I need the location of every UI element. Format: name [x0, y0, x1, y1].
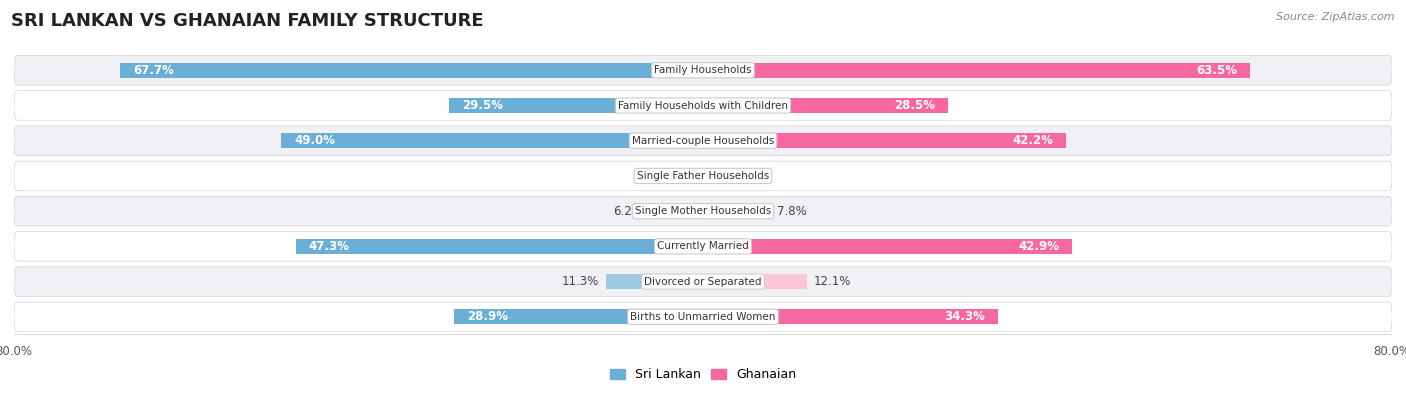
Text: Divorced or Separated: Divorced or Separated	[644, 276, 762, 287]
Text: Source: ZipAtlas.com: Source: ZipAtlas.com	[1277, 12, 1395, 22]
FancyBboxPatch shape	[14, 91, 1392, 120]
Text: 11.3%: 11.3%	[561, 275, 599, 288]
Text: 47.3%: 47.3%	[308, 240, 350, 253]
Text: 63.5%: 63.5%	[1197, 64, 1237, 77]
Bar	[703, 169, 724, 183]
Bar	[703, 309, 998, 324]
Text: 7.8%: 7.8%	[778, 205, 807, 218]
FancyBboxPatch shape	[14, 231, 1392, 261]
Text: 34.3%: 34.3%	[945, 310, 986, 324]
Text: 67.7%: 67.7%	[134, 64, 174, 77]
FancyBboxPatch shape	[14, 302, 1392, 331]
Text: Currently Married: Currently Married	[657, 241, 749, 251]
Bar	[449, 98, 703, 113]
Bar	[703, 239, 1073, 254]
FancyBboxPatch shape	[14, 126, 1392, 156]
Text: Family Households: Family Households	[654, 65, 752, 75]
Bar	[703, 98, 949, 113]
Bar	[650, 204, 703, 218]
Text: Single Mother Households: Single Mother Households	[636, 206, 770, 216]
Bar	[454, 309, 703, 324]
Bar	[703, 134, 1066, 148]
Bar	[295, 239, 703, 254]
Text: 2.4%: 2.4%	[645, 169, 675, 182]
Text: Family Households with Children: Family Households with Children	[619, 100, 787, 111]
Text: 28.9%: 28.9%	[467, 310, 508, 324]
FancyBboxPatch shape	[14, 56, 1392, 85]
Text: 42.2%: 42.2%	[1012, 134, 1053, 147]
Text: Married-couple Households: Married-couple Households	[631, 136, 775, 146]
Text: 12.1%: 12.1%	[814, 275, 852, 288]
FancyBboxPatch shape	[14, 161, 1392, 191]
FancyBboxPatch shape	[14, 267, 1392, 296]
Text: 42.9%: 42.9%	[1018, 240, 1060, 253]
Text: SRI LANKAN VS GHANAIAN FAMILY STRUCTURE: SRI LANKAN VS GHANAIAN FAMILY STRUCTURE	[11, 12, 484, 30]
Bar	[703, 63, 1250, 78]
Bar	[682, 169, 703, 183]
Bar	[606, 274, 703, 289]
Text: 6.2%: 6.2%	[613, 205, 643, 218]
Legend: Sri Lankan, Ghanaian: Sri Lankan, Ghanaian	[605, 363, 801, 386]
Bar	[120, 63, 703, 78]
Bar	[281, 134, 703, 148]
Text: 29.5%: 29.5%	[461, 99, 503, 112]
FancyBboxPatch shape	[14, 196, 1392, 226]
Text: 2.4%: 2.4%	[731, 169, 761, 182]
Text: Births to Unmarried Women: Births to Unmarried Women	[630, 312, 776, 322]
Text: 28.5%: 28.5%	[894, 99, 935, 112]
Text: 49.0%: 49.0%	[294, 134, 335, 147]
Bar	[703, 274, 807, 289]
Bar	[703, 204, 770, 218]
Text: Single Father Households: Single Father Households	[637, 171, 769, 181]
